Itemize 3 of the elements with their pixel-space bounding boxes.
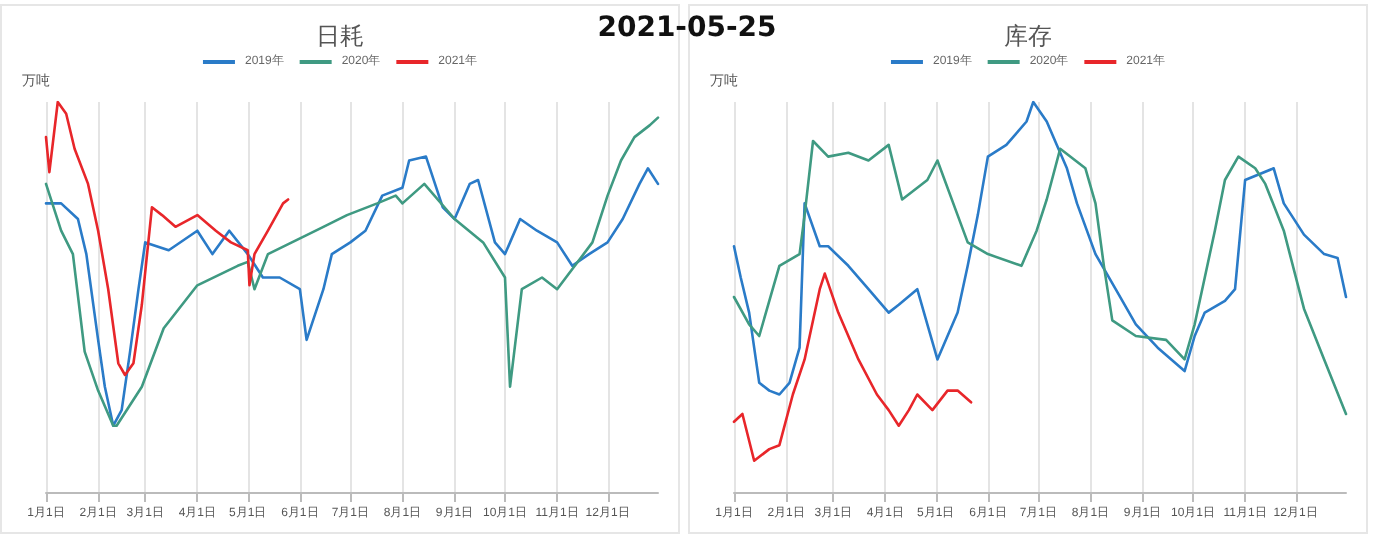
chart-title: 库存 [1004, 22, 1052, 50]
chart-title: 日耗 [316, 22, 364, 50]
text: 2021-05-25 [597, 12, 777, 44]
